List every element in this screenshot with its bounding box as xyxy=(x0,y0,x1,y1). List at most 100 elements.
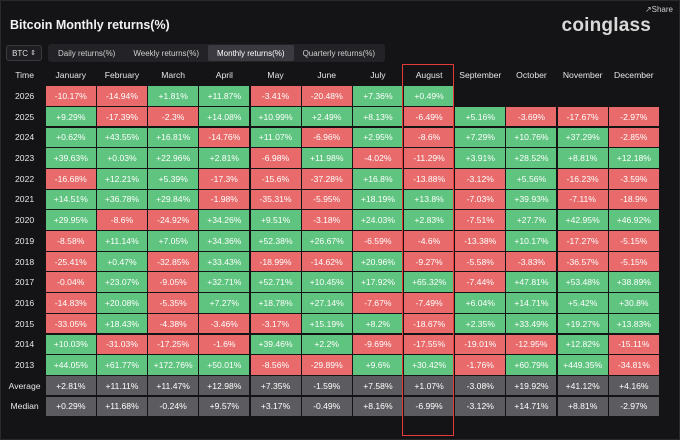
return-cell: +2.81% xyxy=(45,375,96,396)
return-cell: -4.38% xyxy=(148,313,199,334)
return-cell: +172.76% xyxy=(148,355,199,375)
return-cell: +1.81% xyxy=(148,86,199,106)
column-header-december[interactable]: December xyxy=(614,70,654,81)
return-cell: -18.67% xyxy=(404,313,455,334)
return-cell: +2.35% xyxy=(455,313,506,334)
return-cell: +13.83% xyxy=(608,313,659,334)
coin-select[interactable]: BTC ⇕ xyxy=(6,45,42,61)
return-cell: +10.03% xyxy=(45,334,96,355)
return-cell: -3.69% xyxy=(506,106,557,127)
return-cell: +11.07% xyxy=(250,127,301,148)
tab-quarterly[interactable]: Quarterly returns(%) xyxy=(302,48,376,58)
return-cell: -36.57% xyxy=(557,251,608,272)
return-cell: -29.89% xyxy=(301,355,352,375)
share-button[interactable]: ↗Share xyxy=(645,5,673,14)
column-header-november[interactable]: November xyxy=(562,70,603,81)
return-cell: +46.92% xyxy=(608,210,659,230)
return-cell: +14.71% xyxy=(506,396,557,417)
return-cell: -12.95% xyxy=(506,334,557,355)
table-row: 2013 +44.05% +61.77% +172.76% +50.01% -8.56% -… xyxy=(4,355,671,376)
return-cell xyxy=(609,86,659,106)
table-row: 2020 +29.95% -8.6% -24.92% +34.26% +9.51% -3.1… xyxy=(4,210,671,231)
return-cell: -1.98% xyxy=(199,189,250,210)
column-header-june[interactable]: June xyxy=(317,70,337,81)
return-cell: -9.27% xyxy=(404,251,455,272)
return-cell: +22.96% xyxy=(148,148,199,168)
table-row: 2021 +14.51% +36.78% +29.84% -1.98% -35.31% -5… xyxy=(4,189,671,210)
return-cell: -31.03% xyxy=(96,334,147,355)
return-cell: -6.59% xyxy=(352,231,403,251)
return-cell: +5.56% xyxy=(506,169,557,189)
return-cell: -3.17% xyxy=(250,313,301,334)
tab-monthly[interactable]: Monthly returns(%) xyxy=(208,45,294,61)
return-cell: +2.49% xyxy=(301,106,352,127)
return-cell: +10.17% xyxy=(506,231,557,251)
return-cell: +17.92% xyxy=(352,272,403,292)
tab-weekly[interactable]: Weekly returns(%) xyxy=(133,48,199,58)
return-cell: +7.29% xyxy=(455,127,506,148)
period-tabs: Daily returns(%) Weekly returns(%) Monthly… xyxy=(48,44,386,62)
return-cell: -9.69% xyxy=(352,334,403,355)
return-cell: +7.35% xyxy=(250,375,301,396)
row-label: 2015 xyxy=(15,318,35,329)
return-cell: +33.49% xyxy=(506,313,557,334)
row-label: 2022 xyxy=(15,173,35,184)
stat-row-median: Median +0.29% +11.68% -0.24% +9.57% +3.17% -0.… xyxy=(4,396,671,417)
return-cell: -25.41% xyxy=(45,251,96,272)
return-cell: +30.42% xyxy=(404,355,455,375)
table-row: 2025 +9.29% -17.39% -2.3% +14.08% +10.99% +2.4… xyxy=(4,106,671,127)
return-cell: +29.95% xyxy=(45,210,96,230)
table-row: 2026 -10.17% -14.94% +1.81% +11.87% -3.41% -20… xyxy=(4,86,671,107)
column-header-september[interactable]: September xyxy=(459,70,502,81)
return-cell: +47.81% xyxy=(506,272,557,292)
return-cell: -20.48% xyxy=(301,86,352,106)
return-cell: -18.9% xyxy=(608,189,659,210)
row-label: 2024 xyxy=(15,132,35,143)
return-cell: +3.91% xyxy=(455,148,506,168)
return-cell: -9.05% xyxy=(148,272,199,292)
return-cell: +34.26% xyxy=(199,210,250,230)
return-cell: -0.24% xyxy=(148,396,199,417)
return-cell: +27.14% xyxy=(301,293,352,313)
return-cell: -3.83% xyxy=(506,251,557,272)
return-cell xyxy=(506,86,556,106)
return-cell xyxy=(558,86,608,106)
return-cell: -11.29% xyxy=(404,148,455,168)
column-header-october[interactable]: October xyxy=(516,70,547,81)
column-header-march[interactable]: March xyxy=(161,70,186,81)
page-title: Bitcoin Monthly returns(%) xyxy=(10,18,170,32)
return-cell: +20.96% xyxy=(352,251,403,272)
return-cell: +30.8% xyxy=(608,293,659,313)
return-cell: +27.7% xyxy=(506,210,557,230)
return-cell: +9.57% xyxy=(199,396,250,417)
return-cell: -35.31% xyxy=(250,189,301,210)
column-header-august[interactable]: August xyxy=(415,70,443,81)
return-cell: +7.27% xyxy=(199,293,250,313)
return-cell: +11.87% xyxy=(199,86,250,106)
column-header-february[interactable]: February xyxy=(104,70,140,81)
return-cell: -16.23% xyxy=(557,169,608,189)
return-cell: +2.81% xyxy=(199,148,250,168)
return-cell: +8.81% xyxy=(557,396,608,417)
column-header-april[interactable]: April xyxy=(215,70,233,81)
return-cell: +5.39% xyxy=(148,169,199,189)
return-cell: +65.32% xyxy=(404,272,455,292)
tab-daily[interactable]: Daily returns(%) xyxy=(58,48,116,58)
return-cell: +41.12% xyxy=(557,375,608,396)
return-cell: -4.6% xyxy=(404,231,455,251)
column-header-july[interactable]: July xyxy=(370,70,386,81)
return-cell: +10.76% xyxy=(506,127,557,148)
return-cell: -17.27% xyxy=(557,231,608,251)
table-row: 2016 -14.83% +20.08% -5.35% +7.27% +18.78% +27… xyxy=(4,293,671,314)
column-header-january[interactable]: January xyxy=(55,70,87,81)
return-cell: -3.12% xyxy=(455,169,506,189)
column-header-may[interactable]: May xyxy=(267,70,284,81)
return-cell: -3.18% xyxy=(301,210,352,230)
return-cell: +5.16% xyxy=(455,106,506,127)
return-cell: +7.05% xyxy=(148,231,199,251)
return-cell: +11.47% xyxy=(148,375,199,396)
row-label: 2013 xyxy=(15,359,35,370)
return-cell: +3.17% xyxy=(250,396,301,417)
return-cell: +2.83% xyxy=(404,210,455,230)
